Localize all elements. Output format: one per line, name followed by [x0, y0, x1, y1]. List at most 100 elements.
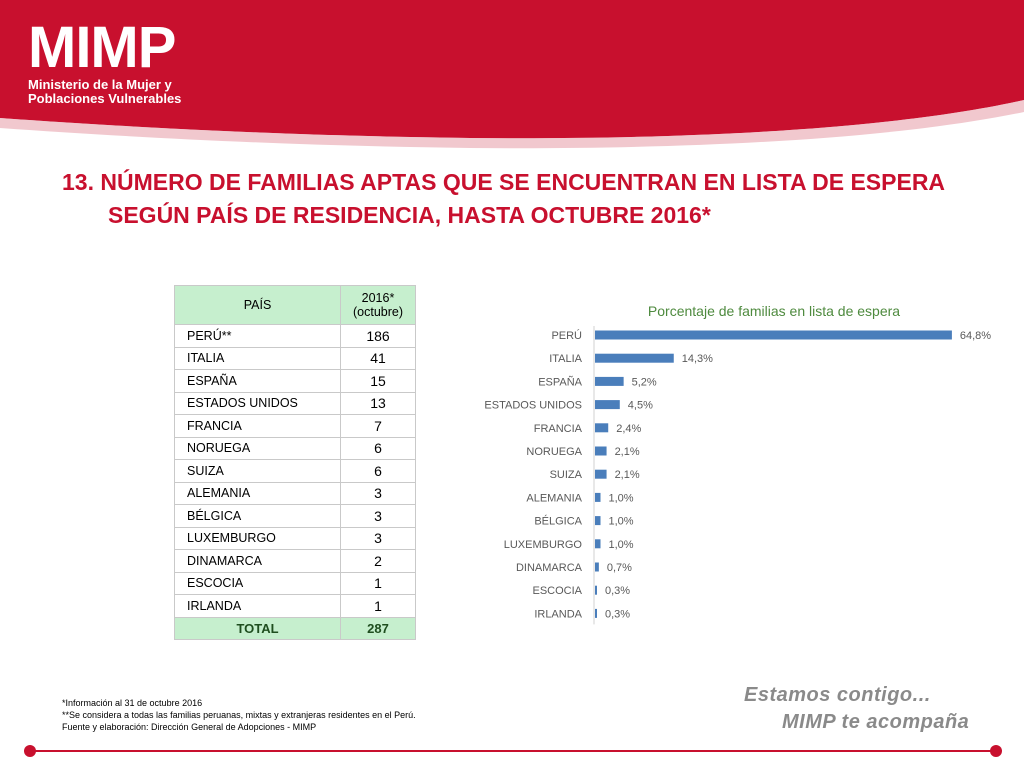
table-row: SUIZA 6: [174, 459, 416, 483]
chart-category-label: ESTADOS UNIDOS: [484, 400, 582, 412]
chart-bar: [595, 423, 609, 433]
header-value-line1: 2016*: [361, 291, 395, 305]
cell-country: ESTADOS UNIDOS: [174, 391, 341, 415]
families-table: PAÍS 2016* (octubre) PERÚ** 186 ITALIA 41 ES…: [174, 285, 416, 640]
table-row: ESPAÑA 15: [174, 369, 416, 393]
chart-value-label: 1,0%: [609, 516, 634, 528]
page-title: 13. NÚMERO DE FAMILIAS APTAS QUE SE ENCU…: [62, 166, 992, 232]
cell-country: PERÚ**: [174, 324, 341, 348]
table-row: FRANCIA 7: [174, 414, 416, 438]
chart-bar: [595, 400, 620, 410]
cell-value: 41: [340, 346, 416, 370]
chart-category-label: FRANCIA: [534, 423, 583, 435]
total-label: TOTAL: [174, 616, 341, 640]
table-row: PERÚ** 186: [174, 324, 416, 348]
footer-dot-right: [990, 745, 1002, 757]
chart-category-label: ITALIA: [549, 353, 582, 365]
chart-category-label: ESCOCIA: [532, 585, 582, 597]
cell-value: 13: [340, 391, 416, 415]
table-row: BÉLGICA 3: [174, 504, 416, 528]
chart-category-label: ALEMANIA: [526, 492, 582, 504]
chart-bar: [595, 469, 607, 479]
cell-country: SUIZA: [174, 459, 341, 483]
cell-country: ITALIA: [174, 346, 341, 370]
footer-line: [30, 750, 996, 752]
header-country: PAÍS: [174, 285, 341, 325]
table-row: IRLANDA 1: [174, 594, 416, 618]
cell-value: 1: [340, 594, 416, 618]
table-row: ITALIA 41: [174, 346, 416, 370]
cell-value: 15: [340, 369, 416, 393]
cell-value: 7: [340, 414, 416, 438]
table-header-row: PAÍS 2016* (octubre): [174, 285, 416, 325]
table-row: ESCOCIA 1: [174, 571, 416, 595]
chart-bar: [595, 562, 599, 572]
header-banner: [0, 0, 1024, 149]
page-title-line1: 13. NÚMERO DE FAMILIAS APTAS QUE SE ENCU…: [62, 169, 946, 195]
logo: MIMP: [28, 15, 176, 80]
chart-category-label: NORUEGA: [526, 446, 582, 458]
chart-value-label: 1,0%: [609, 492, 634, 504]
cell-country: IRLANDA: [174, 594, 341, 618]
cell-value: 1: [340, 571, 416, 595]
chart-category-label: ESPAÑA: [538, 375, 582, 388]
chart-bar: [595, 585, 597, 595]
table-row: LUXEMBURGO 3: [174, 526, 416, 550]
chart-value-label: 14,3%: [682, 353, 713, 365]
cell-country: BÉLGICA: [174, 504, 341, 528]
cell-value: 6: [340, 436, 416, 460]
header-value: 2016* (octubre): [340, 285, 416, 325]
chart-category-label: PERÚ: [551, 329, 582, 342]
cell-country: ESPAÑA: [174, 369, 341, 393]
cell-country: LUXEMBURGO: [174, 526, 341, 550]
cell-value: 3: [340, 481, 416, 505]
footnote-2: **Se considera a todas las familias peru…: [62, 710, 416, 720]
chart-bar: [595, 446, 607, 456]
cell-country: ALEMANIA: [174, 481, 341, 505]
total-value: 287: [340, 616, 416, 640]
cell-value: 3: [340, 526, 416, 550]
table-row: DINAMARCA 2: [174, 549, 416, 573]
footnote-1: *Información al 31 de octubre 2016: [62, 698, 203, 708]
chart-bar: [595, 353, 674, 363]
chart-bar: [595, 608, 597, 618]
bar-chart: Porcentaje de familias en lista de esper…: [484, 303, 991, 625]
table-row: ALEMANIA 3: [174, 481, 416, 505]
chart-title: Porcentaje de familias en lista de esper…: [648, 303, 900, 319]
chart-value-label: 0,3%: [605, 585, 630, 597]
cell-value: 2: [340, 549, 416, 573]
table-row: NORUEGA 6: [174, 436, 416, 460]
page-title-line2: SEGÚN PAÍS DE RESIDENCIA, HASTA OCTUBRE …: [108, 202, 711, 228]
chart-category-label: IRLANDA: [534, 608, 582, 620]
chart-value-label: 0,7%: [607, 562, 632, 574]
chart-value-label: 0,3%: [605, 608, 630, 620]
logo-subtitle-line2: Poblaciones Vulnerables: [28, 91, 182, 106]
slogan-line2: MIMP te acompaña: [782, 711, 970, 733]
table-row: ESTADOS UNIDOS 13: [174, 391, 416, 415]
footer-dot-left: [24, 745, 36, 757]
chart-bar: [595, 492, 601, 502]
footnote-3: Fuente y elaboración: Dirección General …: [62, 722, 317, 732]
chart-category-label: DINAMARCA: [516, 562, 583, 574]
chart-value-label: 1,0%: [609, 539, 634, 551]
chart-value-label: 2,1%: [615, 469, 640, 481]
footnotes: *Información al 31 de octubre 2016 **Se …: [62, 697, 416, 733]
chart-value-label: 2,4%: [616, 423, 641, 435]
chart-category-label: BÉLGICA: [534, 515, 582, 528]
cell-country: NORUEGA: [174, 436, 341, 460]
chart-bar: [595, 516, 601, 526]
chart-category-label: LUXEMBURGO: [504, 539, 583, 551]
chart-category-label: SUIZA: [550, 469, 583, 481]
chart-value-label: 5,2%: [632, 376, 657, 388]
cell-country: ESCOCIA: [174, 571, 341, 595]
logo-subtitle-line1: Ministerio de la Mujer y: [28, 77, 172, 92]
table-body: PERÚ** 186 ITALIA 41 ESPAÑA 15 ESTADOS UNIDOS 1…: [174, 324, 416, 618]
slogan-line1: Estamos contigo...: [744, 684, 931, 706]
table-total-row: TOTAL 287: [174, 616, 416, 640]
cell-value: 3: [340, 504, 416, 528]
chart-value-label: 64,8%: [960, 330, 991, 342]
chart-value-label: 2,1%: [615, 446, 640, 458]
chart-bar: [595, 376, 624, 386]
cell-country: FRANCIA: [174, 414, 341, 438]
cell-country: DINAMARCA: [174, 549, 341, 573]
